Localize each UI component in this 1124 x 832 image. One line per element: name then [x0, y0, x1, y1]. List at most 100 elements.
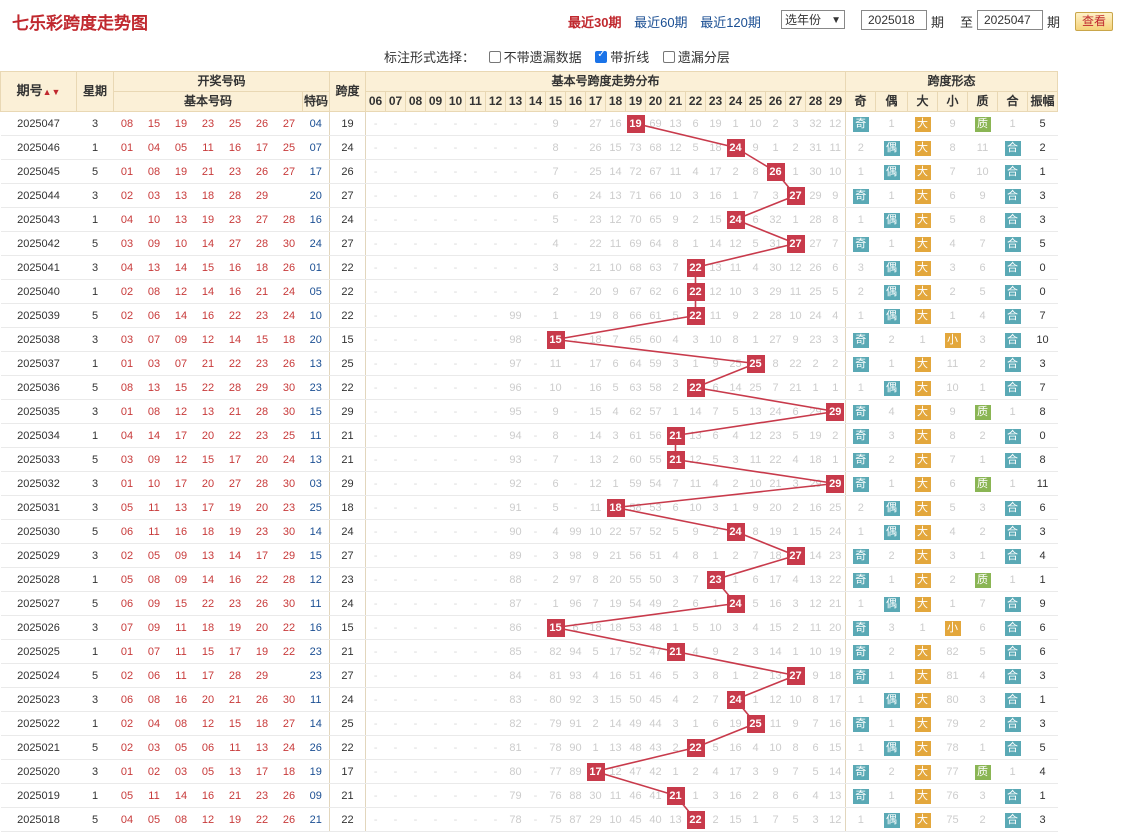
dist-cell: 95	[505, 399, 526, 424]
dist-cell: -	[385, 687, 406, 712]
year-select[interactable]: 选年份 ▼	[781, 10, 845, 29]
form-cell: 质	[967, 111, 998, 136]
form-tag: 奇	[852, 548, 869, 564]
dist-cell: -	[485, 135, 506, 160]
dist-cell: 1	[705, 543, 726, 568]
from-issue-input[interactable]: 2025018	[861, 10, 927, 30]
issue-cell: 2025033	[0, 447, 77, 472]
form-cell: 8	[937, 423, 968, 448]
dist-cell: 54	[645, 471, 666, 496]
span-value-cell: 24	[329, 591, 366, 616]
dist-cell: -	[385, 447, 406, 472]
dist-cell: 29	[765, 279, 786, 304]
form-tag: 大	[914, 764, 931, 780]
amplitude-cell: 1	[1027, 783, 1058, 808]
span-value-cell: 27	[329, 183, 366, 208]
dist-cell: 18	[765, 543, 786, 568]
dist-cell: 79	[545, 711, 566, 736]
dist-cell: 6	[705, 375, 726, 400]
form-cell: 2	[875, 543, 908, 568]
issue-header[interactable]: 期号▲▼	[0, 71, 77, 112]
dist-cell: 77	[545, 759, 566, 784]
period-60-link[interactable]: 最近60期	[634, 15, 688, 30]
basic-number-cell: 23	[248, 423, 276, 448]
dist-cell: 24	[805, 303, 826, 328]
dist-cell: -	[525, 231, 546, 256]
dist-cell: 60	[625, 447, 646, 472]
dist-cell: -	[365, 423, 386, 448]
dist-cell: -	[485, 327, 506, 352]
form-cell: 5	[937, 207, 968, 232]
week-cell: 3	[76, 615, 114, 640]
dist-cell: 31	[805, 135, 826, 160]
dist-cell: -	[565, 183, 586, 208]
form-cell: 2	[845, 135, 876, 160]
dist-cell: 1	[685, 231, 706, 256]
period-30-link[interactable]: 最近30期	[568, 15, 622, 30]
span-marker: 29	[826, 402, 845, 421]
span-col-header: 22	[685, 91, 706, 112]
polyline-checkbox[interactable]	[595, 49, 608, 63]
form-tag: 大	[914, 452, 931, 468]
form-tag: 合	[1004, 692, 1021, 708]
dist-cell: 15	[765, 615, 786, 640]
basic-number-cell: 29	[248, 663, 276, 688]
dist-cell: 13	[765, 663, 786, 688]
basic-number-cell: 25	[275, 135, 303, 160]
dist-cell-hit: 22	[685, 279, 706, 304]
span-value-cell: 21	[329, 447, 366, 472]
form-cell: 78	[937, 735, 968, 760]
basic-number-cell: 30	[275, 375, 303, 400]
form-cell: 7	[967, 591, 998, 616]
dist-cell: 4	[745, 615, 766, 640]
form-tag: 偶	[883, 380, 900, 396]
issue-cell: 2025029	[0, 543, 77, 568]
form-cell: 合	[997, 519, 1028, 544]
missing-layer-checkbox[interactable]	[662, 51, 675, 63]
dist-cell: 66	[645, 183, 666, 208]
issue-cell: 2025035	[0, 399, 77, 424]
view-button[interactable]: 查看	[1075, 12, 1113, 31]
period-120-link[interactable]: 最近120期	[700, 15, 761, 30]
span-col-header: 19	[625, 91, 646, 112]
dist-cell: -	[465, 423, 486, 448]
dist-cell: 14	[765, 639, 786, 664]
dist-cell: -	[505, 207, 526, 232]
week-cell: 1	[76, 279, 114, 304]
sort-icon: ▲▼	[42, 87, 61, 97]
dist-cell: 14	[585, 423, 606, 448]
dist-cell: 11	[765, 711, 786, 736]
span-col-header: 12	[485, 91, 506, 112]
dist-cell: -	[445, 111, 466, 136]
basic-number-cell: 16	[221, 279, 249, 304]
basic-number-cell: 04	[113, 255, 141, 280]
year-select-label: 选年份	[785, 13, 822, 27]
dist-cell: 20	[585, 279, 606, 304]
issue-cell: 2025032	[0, 471, 77, 496]
form-cell: 1	[967, 543, 998, 568]
span-value-cell: 22	[329, 375, 366, 400]
form-cell: 2	[875, 447, 908, 472]
form-cell: 合	[997, 687, 1028, 712]
missing-data-checkbox[interactable]	[488, 51, 501, 63]
special-number-cell: 05	[302, 279, 330, 304]
form-cell: 2	[967, 423, 998, 448]
dist-cell: -	[465, 135, 486, 160]
dist-cell: 15	[705, 207, 726, 232]
dist-cell: 10	[605, 807, 626, 832]
form-cell: 大	[907, 759, 938, 784]
form-cell: 大	[907, 711, 938, 736]
form-tag: 合	[1004, 380, 1021, 396]
dist-cell: -	[485, 687, 506, 712]
dist-cell: 15	[585, 399, 606, 424]
basic-number-cell: 27	[221, 471, 249, 496]
dist-cell: 68	[645, 135, 666, 160]
table-row: 2025025 1 01 07 11 15 17 19 22 23 21- - - - - - -85-82 94…	[0, 639, 1058, 664]
dist-cell: 10	[605, 255, 626, 280]
form-cell: 大	[907, 135, 938, 160]
to-issue-input[interactable]: 2025047	[977, 10, 1043, 30]
dist-cell: -	[485, 663, 506, 688]
dist-cell: -	[425, 159, 446, 184]
dist-cell: 26	[805, 255, 826, 280]
dist-cell: 1	[785, 159, 806, 184]
